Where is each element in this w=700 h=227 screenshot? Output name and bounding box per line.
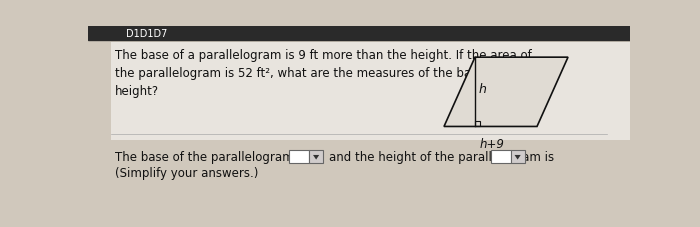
Bar — [491, 150, 510, 164]
Bar — [111, 43, 638, 141]
Text: The base of a parallelogram is 9 ft more than the height. If the area of
the par: The base of a parallelogram is 9 ft more… — [115, 49, 533, 97]
Text: h: h — [479, 82, 486, 95]
Text: D1D1D7: D1D1D7 — [126, 29, 167, 39]
Text: and the height of the parallelogram is: and the height of the parallelogram is — [329, 150, 554, 163]
Text: (Simplify your answers.): (Simplify your answers.) — [115, 167, 258, 180]
Polygon shape — [444, 58, 568, 127]
Bar — [475, 121, 480, 127]
Text: h+9: h+9 — [480, 138, 504, 151]
Bar — [309, 150, 323, 164]
Bar — [511, 150, 524, 164]
Bar — [88, 27, 630, 41]
Polygon shape — [514, 155, 521, 160]
Text: The base of the parallelogram is: The base of the parallelogram is — [115, 150, 307, 163]
Polygon shape — [313, 155, 319, 160]
Bar — [289, 150, 309, 164]
